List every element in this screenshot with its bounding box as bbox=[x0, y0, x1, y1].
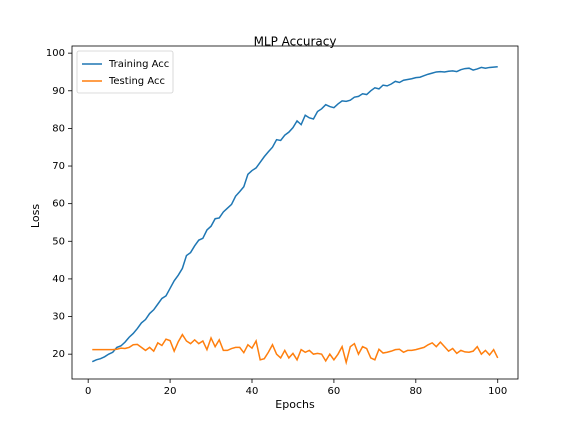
y-tick-label: 80 bbox=[52, 123, 65, 134]
y-tick-label: 50 bbox=[52, 236, 65, 247]
series-line bbox=[92, 333, 499, 366]
chart-title: MLP Accuracy bbox=[254, 35, 337, 49]
x-tick-label: 100 bbox=[488, 386, 507, 397]
legend-label: Training Acc bbox=[108, 59, 169, 70]
series-line bbox=[91, 65, 498, 363]
x-axis-label: Epochs bbox=[275, 398, 315, 411]
y-tick-label: 90 bbox=[52, 86, 65, 97]
x-tick-label: 0 bbox=[85, 386, 91, 397]
y-tick-label: 60 bbox=[52, 199, 65, 210]
y-tick-label: 40 bbox=[52, 274, 65, 285]
y-tick-label: 30 bbox=[52, 312, 65, 323]
y-tick-label: 100 bbox=[46, 48, 65, 59]
x-tick-label: 80 bbox=[409, 386, 422, 397]
legend-label: Testing Acc bbox=[108, 76, 165, 87]
legend-box bbox=[76, 50, 174, 94]
y-axis-label: Loss bbox=[29, 204, 42, 228]
x-tick-label: 60 bbox=[328, 386, 341, 397]
x-tick-label: 20 bbox=[164, 386, 177, 397]
plot-frame bbox=[71, 45, 519, 380]
x-tick-label: 40 bbox=[246, 386, 259, 397]
y-tick-label: 20 bbox=[52, 349, 65, 360]
y-tick-label: 70 bbox=[52, 161, 65, 172]
